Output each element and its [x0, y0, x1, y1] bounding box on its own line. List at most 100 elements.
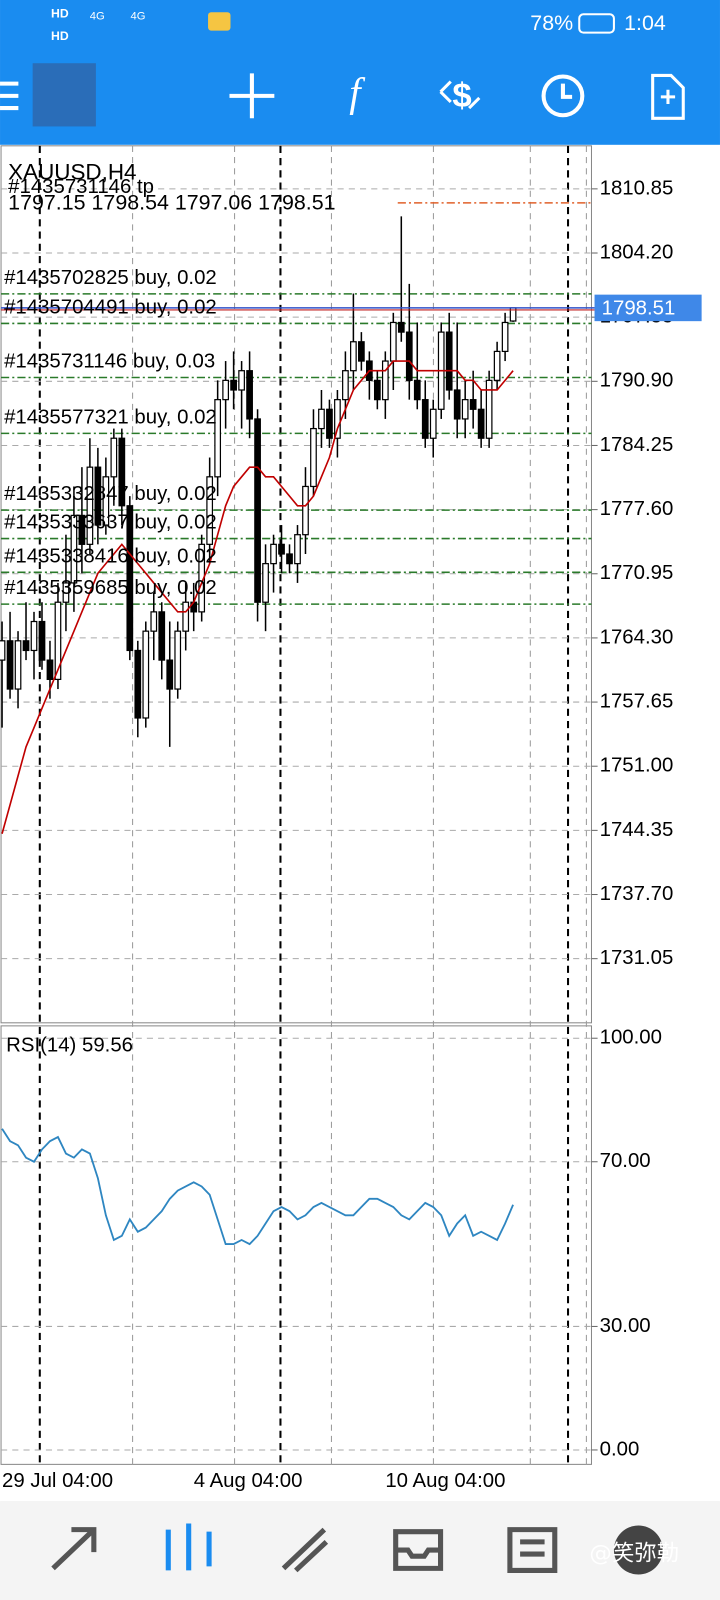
candle-body	[166, 659, 174, 690]
candle-body	[318, 408, 325, 430]
candle-body	[182, 601, 190, 632]
candle-body	[334, 399, 341, 439]
y-tick-label: 1751.00	[600, 755, 674, 777]
y-tick-label: 1764.30	[600, 626, 674, 648]
candle-body	[477, 408, 485, 439]
x-tick-label: 29 Jul 04:00	[2, 1470, 113, 1492]
nav-chart[interactable]	[165, 1523, 212, 1571]
candle-body	[469, 399, 477, 410]
avatar	[613, 1525, 663, 1575]
y-tick-label: 1777.60	[600, 498, 674, 520]
nav-quotes[interactable]	[51, 1527, 97, 1571]
menu-icon[interactable]	[0, 81, 19, 111]
order-label: #1435577321 buy, 0.02	[4, 407, 217, 429]
watermark: @笑弥勒	[589, 1541, 679, 1567]
order-label: #1435704491 buy, 0.02	[4, 297, 217, 319]
clock-icon[interactable]	[541, 74, 585, 118]
order-label: #1435332847 buy, 0.02	[4, 483, 217, 505]
candle-body	[30, 620, 38, 652]
y-tick-label: 1737.70	[600, 883, 674, 905]
candle-body	[222, 379, 230, 401]
candle-body	[102, 476, 110, 526]
hd-1: HD	[51, 7, 69, 21]
price-box	[594, 294, 702, 322]
candle-body	[230, 379, 237, 391]
candle-body	[381, 360, 389, 401]
y-tick-label: 1784.25	[600, 434, 674, 456]
candle-body	[445, 331, 453, 391]
candle-body	[174, 630, 182, 690]
candle-body	[150, 611, 158, 632]
y-tick-label: 30.00	[600, 1315, 651, 1337]
candle-body	[294, 534, 301, 565]
chart-title: XAUUSD,H4	[8, 159, 136, 184]
crosshair-icon[interactable]	[229, 73, 275, 119]
candle-body	[86, 466, 94, 545]
x-tick-label: 4 Aug 04:00	[194, 1470, 303, 1492]
order-label: #1435333637 buy, 0.02	[4, 512, 217, 534]
nav-trade[interactable]	[281, 1527, 329, 1573]
candle-body	[429, 408, 437, 439]
candle-body	[54, 601, 62, 681]
rsi-line	[1, 1128, 514, 1246]
rsi-title: RSI(14) 59.56	[6, 1035, 133, 1057]
candle-body	[302, 485, 309, 536]
candle-body	[38, 620, 46, 661]
candle-body	[342, 370, 349, 401]
tp-label: #1435731146 tp	[8, 176, 154, 198]
candle-body	[389, 321, 397, 362]
candle-body	[358, 341, 365, 362]
candle-body	[0, 640, 6, 661]
candle-body	[110, 437, 118, 478]
candle-body	[214, 399, 222, 478]
candle-body	[262, 563, 269, 603]
candle-body	[158, 611, 166, 661]
separator-lines	[38, 145, 570, 1465]
candle-body	[485, 379, 493, 439]
candle-body	[238, 370, 245, 391]
candle-body	[254, 418, 261, 603]
time: 1:04	[624, 11, 666, 35]
candle-body	[421, 399, 429, 439]
nav-icons	[51, 1523, 558, 1573]
header	[0, 0, 720, 145]
candle-body	[142, 630, 150, 719]
plot	[0, 188, 598, 1451]
candle-body	[501, 321, 509, 353]
logo[interactable]	[32, 63, 96, 127]
battery-icon	[578, 13, 615, 34]
y-tick-label: 1804.20	[600, 241, 674, 263]
candle-body	[397, 321, 405, 333]
moving-average	[1, 360, 514, 834]
order-label: #1435338416 buy, 0.02	[4, 545, 217, 567]
clock-hands	[560, 83, 573, 99]
x-tick-label: 10 Aug 04:00	[385, 1470, 505, 1492]
candle-body	[70, 514, 78, 584]
bottom-nav	[0, 1501, 720, 1600]
net-2: 4G	[131, 10, 146, 22]
candle-body	[206, 476, 214, 545]
candle-body	[373, 379, 381, 401]
y-tick-label: 1770.95	[600, 562, 674, 584]
mail-icon	[208, 12, 231, 31]
order-label: #1435731146 buy, 0.03	[4, 351, 215, 373]
candle-body	[126, 505, 134, 652]
y-tick-label: 1810.85	[600, 177, 674, 199]
nav-history[interactable]	[393, 1529, 444, 1571]
order-label: #1435702825 buy, 0.02	[4, 267, 217, 289]
new-order-icon[interactable]	[651, 73, 685, 120]
battery: 78%	[530, 11, 573, 35]
candle-body	[6, 640, 14, 690]
trade-icon[interactable]	[439, 80, 481, 110]
dollar-icon: $	[452, 77, 471, 115]
toolbar-icons	[0, 63, 685, 127]
separators	[38, 145, 570, 1465]
net-1: 4G	[90, 10, 105, 22]
candle-body	[350, 341, 357, 372]
nav-news[interactable]	[507, 1527, 558, 1573]
hd-2: HD	[51, 29, 69, 43]
candle-body	[493, 350, 501, 381]
order-label: #1435359685 buy, 0.02	[4, 577, 217, 599]
candle-body	[453, 389, 461, 420]
